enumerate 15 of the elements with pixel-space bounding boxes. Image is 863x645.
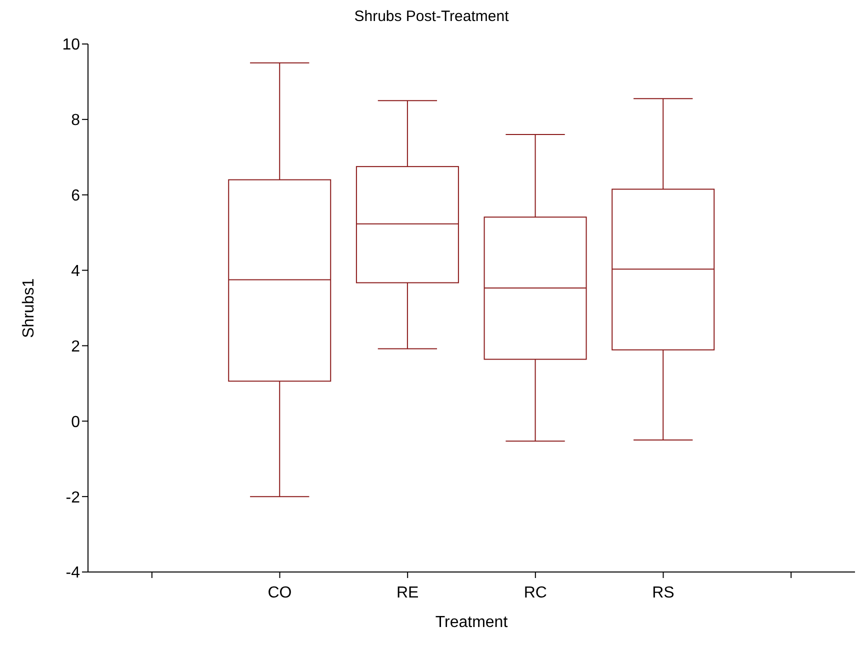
y-tick-label: 2 <box>71 338 80 356</box>
x-tick-label: CO <box>268 584 292 602</box>
chart-title: Shrubs Post-Treatment <box>353 8 510 25</box>
x-tick-label: RS <box>652 584 674 602</box>
y-axis-title: Shrubs1 <box>20 278 38 338</box>
y-tick-label: 8 <box>71 112 80 130</box>
x-axis-title: Treatment <box>435 614 508 631</box>
y-tick-label: 0 <box>71 414 80 431</box>
x-tick-label: RC <box>524 584 547 602</box>
y-tick-label: 6 <box>71 188 80 205</box>
y-tick-label: 10 <box>62 36 80 54</box>
y-tick-label: 4 <box>71 262 80 280</box>
y-tick-label: -2 <box>66 489 80 506</box>
x-tick-label: RE <box>396 584 419 602</box>
y-tick-label: -4 <box>66 564 80 582</box>
